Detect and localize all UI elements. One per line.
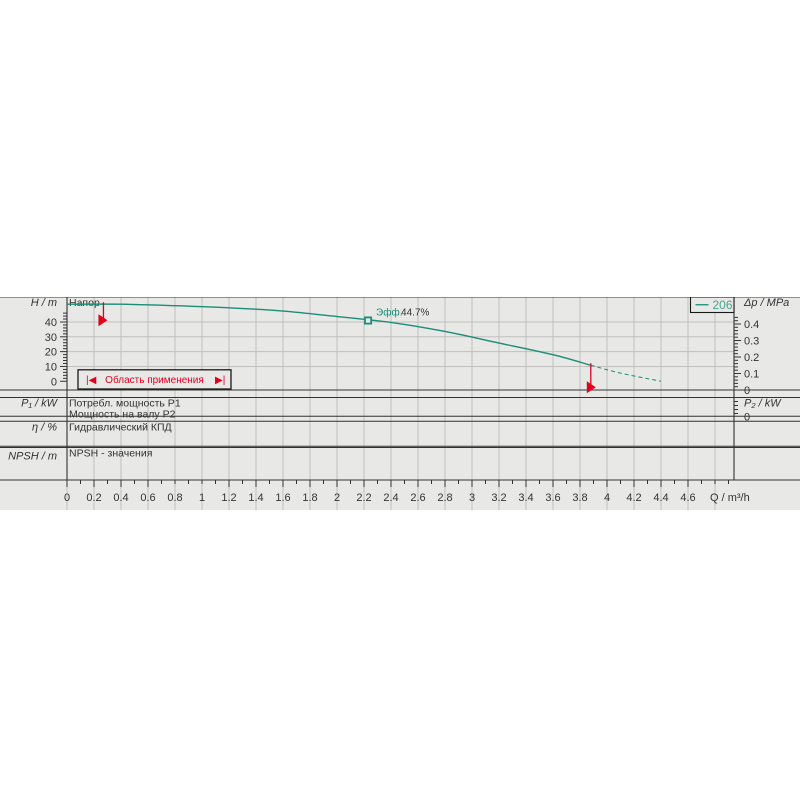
svg-text:0.4: 0.4 (113, 492, 128, 504)
svg-text:4: 4 (604, 492, 610, 504)
svg-text:3: 3 (469, 492, 475, 504)
svg-text:3.8: 3.8 (572, 492, 587, 504)
svg-text:0: 0 (744, 411, 750, 423)
svg-text:206: 206 (713, 298, 733, 312)
svg-text:0.1: 0.1 (744, 369, 759, 381)
svg-text:3.6: 3.6 (545, 492, 560, 504)
svg-text:4.6: 4.6 (680, 492, 695, 504)
svg-text:0.3: 0.3 (744, 336, 759, 348)
svg-text:0.4: 0.4 (744, 319, 759, 331)
svg-text:▶|: ▶| (215, 375, 225, 386)
svg-text:0: 0 (51, 376, 57, 388)
svg-text:NPSH - значения: NPSH - значения (69, 448, 152, 460)
svg-text:|◀: |◀ (86, 375, 97, 386)
svg-text:Q / m³/h: Q / m³/h (710, 492, 750, 504)
svg-text:Мощность на валу Р2: Мощность на валу Р2 (69, 409, 176, 421)
svg-text:1.4: 1.4 (248, 492, 263, 504)
svg-text:10: 10 (45, 361, 57, 373)
svg-text:1.8: 1.8 (302, 492, 317, 504)
svg-text:44.7%: 44.7% (401, 308, 429, 319)
svg-text:Δp / MPa: Δp / MPa (743, 297, 789, 309)
svg-text:2.6: 2.6 (410, 492, 425, 504)
svg-text:Гидравлический КПД: Гидравлический КПД (69, 421, 172, 433)
svg-text:Эфф.: Эфф. (376, 307, 402, 319)
svg-text:Область применения: Область применения (105, 374, 204, 386)
svg-text:P₂ / kW: P₂ / kW (744, 398, 782, 410)
svg-text:1.6: 1.6 (275, 492, 290, 504)
svg-text:2: 2 (334, 492, 340, 504)
svg-text:40: 40 (45, 317, 57, 329)
svg-text:4.2: 4.2 (626, 492, 641, 504)
svg-text:η / %: η / % (32, 421, 57, 433)
svg-text:0.2: 0.2 (744, 352, 759, 364)
svg-text:Напор: Напор (69, 297, 100, 309)
svg-text:1.2: 1.2 (221, 492, 236, 504)
svg-text:3.2: 3.2 (491, 492, 506, 504)
svg-text:0.6: 0.6 (140, 492, 155, 504)
svg-text:20: 20 (45, 347, 57, 359)
svg-text:1: 1 (199, 492, 205, 504)
svg-text:0.8: 0.8 (167, 492, 182, 504)
svg-text:0: 0 (744, 385, 750, 397)
svg-text:2.2: 2.2 (356, 492, 371, 504)
svg-text:0: 0 (64, 492, 70, 504)
svg-text:0.2: 0.2 (86, 492, 101, 504)
svg-text:3.4: 3.4 (518, 492, 533, 504)
svg-text:H / m: H / m (31, 297, 57, 309)
svg-text:30: 30 (45, 332, 57, 344)
svg-text:P₁ / kW: P₁ / kW (21, 398, 58, 410)
svg-text:2.8: 2.8 (437, 492, 452, 504)
svg-text:4.4: 4.4 (653, 492, 668, 504)
svg-text:2.4: 2.4 (383, 492, 398, 504)
svg-text:NPSH / m: NPSH / m (8, 451, 57, 463)
